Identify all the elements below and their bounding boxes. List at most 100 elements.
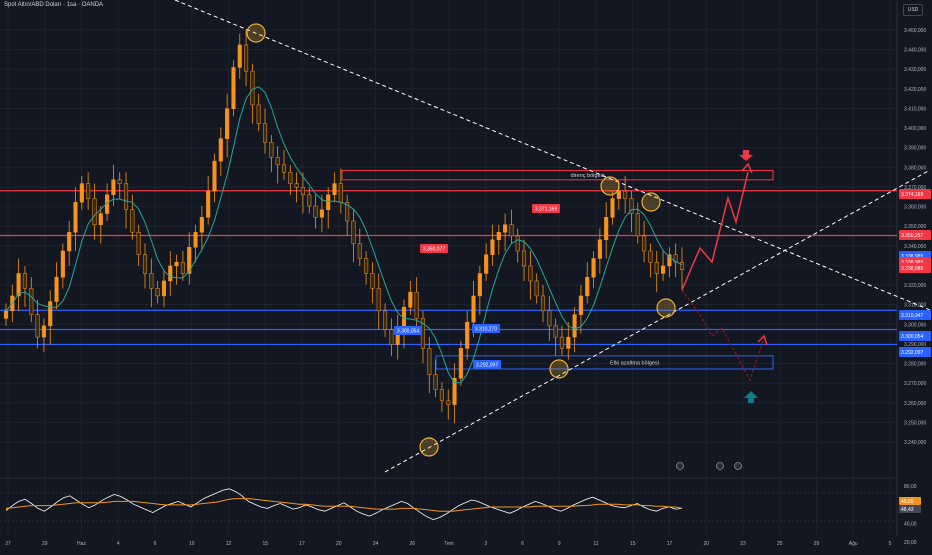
highlight-circle [641,192,661,212]
candle-body [300,187,305,196]
candle-body [679,261,685,270]
candle-body [48,301,53,327]
price-tick-label: 3.300,000 [904,322,926,328]
candle-body [35,314,40,338]
time-tick-label: 4 [117,541,120,547]
event-flag-icon [716,462,724,470]
resistance-zone [341,169,774,181]
inline-price-label: 3.371,169 [535,207,557,213]
candle-body [477,273,482,297]
price-tag-label: 3.292,097 [901,350,923,356]
candle-body [244,44,249,72]
candle-body [174,261,179,267]
support-zone-label: Etki azaltma bölgesi [610,360,659,366]
time-tick-label: 27 [5,541,11,547]
candle-body [332,183,337,196]
time-tick-label: 9 [558,541,561,547]
candle-body [578,295,583,315]
candle-body [654,261,659,274]
price-tag-bg [899,189,931,199]
projection-down-arrowhead [757,334,768,346]
time-tick-label: 25 [777,541,783,547]
price-tag-bg [899,347,931,357]
candle-body [237,44,242,68]
event-flag-icon [676,462,684,470]
price-tick-label: 3.310,000 [904,303,926,309]
candle-body [515,235,520,252]
candle-body [218,138,223,162]
price-tag-label: 3.300,054 [901,334,923,340]
candle-body [225,108,230,139]
rsi-value-tag-bg [899,497,921,505]
rsi-tick-label: 80,00 [904,484,917,490]
candle-body [231,67,236,109]
candle-body [427,348,432,375]
moving-average-line [5,86,683,384]
price-tick-label: 3.360,000 [904,205,926,211]
highlight-circle [246,23,266,43]
candle-body [547,310,552,327]
highlight-circle [600,176,620,196]
candle-body [623,190,628,199]
candle-body [439,389,444,402]
candle-body [130,209,135,233]
rsi-line [5,488,683,521]
candle-body [408,291,413,308]
time-tick-label: 6 [154,541,157,547]
inline-price-label: 3.350,077 [423,247,445,253]
candle-body [319,209,324,218]
candle-body [591,258,596,278]
candle-body [364,258,369,274]
price-tick-label: 3.260,000 [904,401,926,407]
time-tick-label: 24 [373,541,379,547]
currency-button[interactable]: USD [903,4,923,16]
price-tick-label: 3.430,000 [904,67,926,73]
projection-up-arrowhead [741,162,753,174]
rsi-ma-line [5,498,683,512]
price-tick-label: 3.350,000 [904,224,926,230]
price-tick-label: 3.240,000 [904,440,926,446]
time-tick-label: 15 [262,541,268,547]
candle-body [275,157,280,166]
price-tick-label: 3.340,000 [904,244,926,250]
candle-body [465,321,470,349]
candle-body [414,291,419,319]
inline-price-label: 3.292,097 [476,363,498,369]
price-tick-label: 3.420,000 [904,87,926,93]
price-tick-label: 3.370,000 [904,185,926,191]
candle-body [187,246,192,274]
time-tick-label: 10 [189,541,195,547]
price-tag-bg [899,310,931,320]
inline-price-label-bg [532,204,560,213]
price-tag-bg [899,331,931,341]
candle-body [452,378,457,405]
inline-price-label: 3.310,270 [475,327,497,333]
candle-body [648,250,653,263]
candle-body [67,232,72,252]
inline-price-label-bg [420,244,448,253]
candle-body [572,314,577,338]
arrow-up-icon [744,391,758,403]
candle-body [250,70,255,106]
candle-body [307,194,312,207]
candle-body [433,374,438,390]
price-tag-label: 3.374,169 [901,192,923,198]
candle-body [294,183,299,188]
descending-trendline [174,0,931,311]
candle-body [635,213,640,237]
candle-body [206,190,211,218]
event-flag-icon [734,462,742,470]
candle-body [376,288,381,312]
price-tick-label: 3.320,000 [904,283,926,289]
candle-body [136,232,141,255]
candle-body [73,202,78,233]
candle-body [41,325,46,338]
candle-body [212,160,217,192]
price-tick-label: 3.400,000 [904,126,926,132]
inline-price-label-bg [472,324,500,333]
candle-body [357,243,362,259]
time-tick-label: Ağu [849,541,858,547]
candle-body [313,205,318,218]
